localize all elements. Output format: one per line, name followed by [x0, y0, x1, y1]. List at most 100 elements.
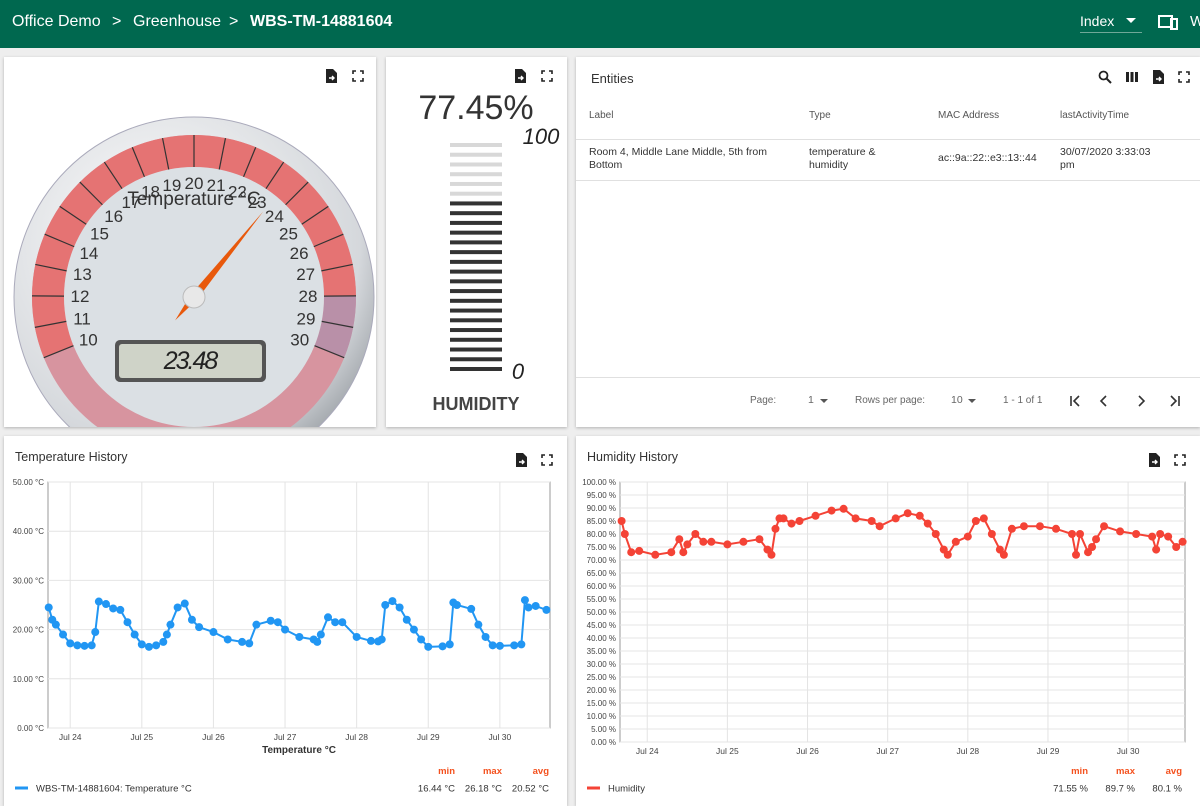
data-point — [274, 618, 282, 626]
chart-title: Humidity History — [587, 450, 679, 464]
entities-card: Entities Label Type MAC Address lastActi… — [576, 57, 1200, 427]
data-point — [788, 520, 796, 528]
legend-stat-header: min — [438, 766, 455, 777]
data-point — [378, 635, 386, 643]
y-tick-label: 15.00 % — [587, 699, 616, 708]
data-point — [188, 616, 196, 624]
data-point — [1008, 525, 1016, 533]
data-point — [1132, 530, 1140, 538]
column-header[interactable]: Type — [809, 110, 831, 121]
data-point — [295, 633, 303, 641]
gauge-title: Temperature °C — [127, 189, 260, 210]
data-point — [627, 548, 635, 556]
column-header[interactable]: lastActivityTime — [1060, 110, 1129, 121]
y-tick-label: 70.00 % — [587, 556, 616, 565]
y-tick-label: 20.00 % — [587, 686, 616, 695]
data-point — [779, 514, 787, 522]
gauge-tick-label: 15 — [90, 224, 109, 243]
data-point — [988, 530, 996, 538]
page-label: Page: — [750, 395, 776, 406]
y-tick-label: 30.00 °C — [13, 576, 44, 585]
data-point — [145, 643, 153, 651]
x-tick-label: Jul 27 — [876, 746, 899, 756]
data-point — [388, 597, 396, 605]
data-point — [474, 621, 482, 629]
export-icon[interactable] — [1151, 70, 1165, 84]
legend-label: WBS-TM-14881604: Temperature °C — [36, 784, 192, 795]
data-point — [453, 601, 461, 609]
gauge-tick-label: 30 — [290, 331, 309, 350]
data-point — [699, 538, 707, 546]
data-point — [755, 535, 763, 543]
column-header[interactable]: Label — [589, 110, 613, 121]
legend-stat-value: 26.18 °C — [465, 784, 502, 795]
data-point — [195, 623, 203, 631]
data-point — [840, 505, 848, 513]
data-point — [812, 512, 820, 520]
data-point — [1036, 522, 1044, 530]
data-point — [446, 640, 454, 648]
level-segment — [450, 279, 502, 283]
data-point — [1020, 522, 1028, 530]
data-point — [224, 635, 232, 643]
data-point — [281, 626, 289, 634]
level-segment — [450, 318, 502, 322]
data-point — [123, 618, 131, 626]
x-tick-label: Jul 26 — [796, 746, 819, 756]
y-tick-label: 55.00 % — [587, 595, 616, 604]
gauge-tick-label: 25 — [279, 224, 298, 243]
x-tick-label: Jul 28 — [345, 732, 368, 742]
y-tick-label: 10.00 % — [587, 712, 616, 721]
columns-icon[interactable] — [1125, 70, 1139, 84]
data-point — [1172, 543, 1180, 551]
level-segment — [450, 299, 502, 303]
data-point — [796, 517, 804, 525]
data-point — [972, 517, 980, 525]
data-point — [102, 600, 110, 608]
device-icon[interactable] — [1158, 14, 1178, 30]
data-point — [621, 530, 629, 538]
data-point — [159, 638, 167, 646]
data-point — [181, 600, 189, 608]
data-point — [439, 642, 447, 650]
level-segment — [450, 211, 502, 215]
divider — [576, 377, 1200, 378]
column-header[interactable]: MAC Address — [938, 110, 999, 121]
state-select[interactable]: Index — [1080, 10, 1142, 33]
data-point — [739, 538, 747, 546]
fullscreen-icon[interactable] — [1177, 70, 1191, 84]
y-tick-label: 50.00 °C — [13, 478, 44, 487]
level-segment — [450, 192, 502, 196]
legend-label: Humidity — [608, 784, 645, 795]
x-tick-label: Jul 29 — [417, 732, 440, 742]
data-point — [1092, 535, 1100, 543]
data-point — [245, 639, 253, 647]
table-row[interactable]: Room 4, Middle Lane Middle, 5th from Bot… — [576, 140, 1200, 181]
data-point — [904, 509, 912, 517]
data-point — [252, 621, 260, 629]
rows-select[interactable]: 10 — [951, 394, 963, 406]
data-point — [618, 517, 626, 525]
gauge-tick-label: 29 — [297, 309, 316, 328]
data-point — [267, 617, 275, 625]
y-tick-label: 25.00 % — [587, 673, 616, 682]
search-icon[interactable] — [1098, 70, 1112, 84]
level-segment — [450, 348, 502, 352]
page-select[interactable]: 1 — [808, 394, 814, 406]
data-point — [1156, 530, 1164, 538]
pager-buttons[interactable] — [1069, 394, 1189, 408]
breadcrumb[interactable]: Greenhouse — [133, 13, 221, 31]
legend-stat-header: max — [483, 766, 503, 777]
humidity-level — [450, 201, 502, 371]
data-point — [868, 517, 876, 525]
data-point — [353, 633, 361, 641]
y-tick-label: 35.00 % — [587, 647, 616, 656]
data-point — [403, 616, 411, 624]
top-bar: Office Demo > Greenhouse > WBS-TM-148816… — [0, 0, 1200, 48]
dropdown-arrow — [820, 399, 828, 404]
data-point — [964, 533, 972, 541]
breadcrumb[interactable]: Office Demo — [12, 13, 101, 31]
